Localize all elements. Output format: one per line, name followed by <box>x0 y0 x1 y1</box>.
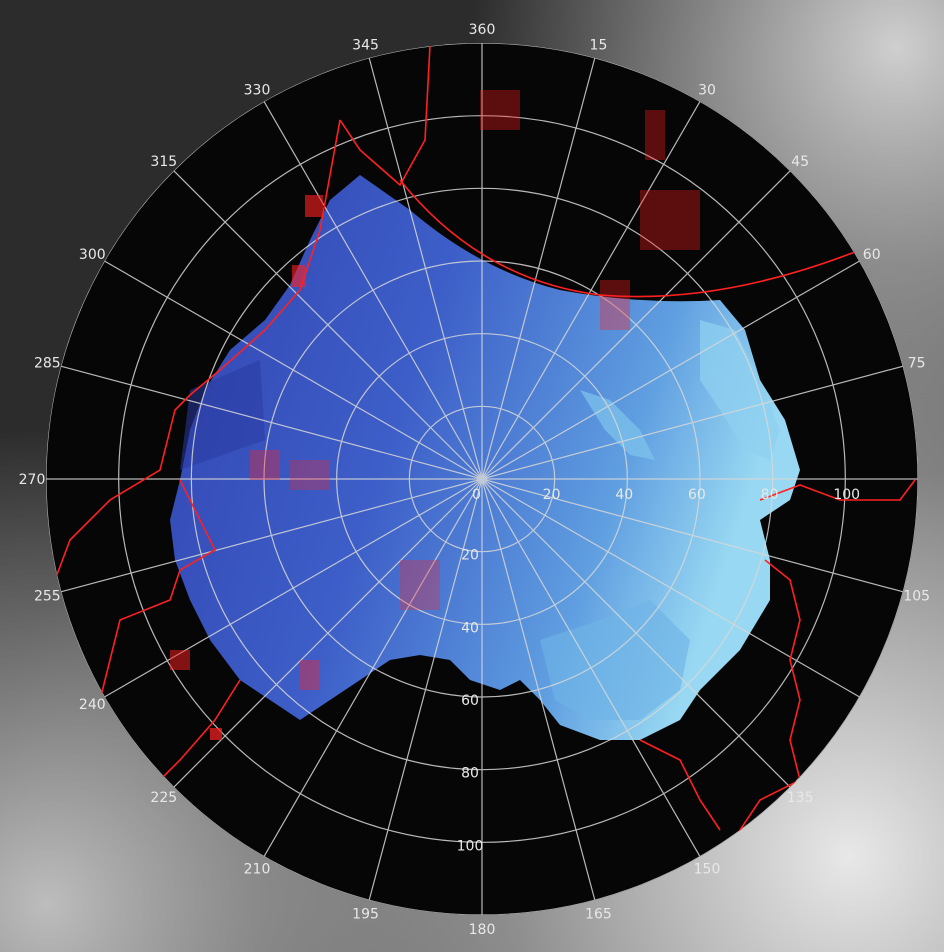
azimuth-spoke <box>481 478 701 857</box>
azimuth-label: 195 <box>352 907 379 923</box>
azimuth-spoke <box>481 170 791 480</box>
radar-echo-area <box>170 175 800 740</box>
azimuth-spoke <box>104 260 483 480</box>
azimuth-spoke <box>481 478 860 698</box>
range-label-south: 40 <box>461 620 479 636</box>
azimuth-spoke <box>368 478 483 901</box>
clutter-mark <box>400 560 440 610</box>
range-label-east: 60 <box>688 487 706 503</box>
azimuth-spoke <box>481 260 860 480</box>
azimuth-spoke <box>481 478 791 788</box>
azimuth-label: 30 <box>698 82 716 98</box>
azimuth-spoke <box>481 365 904 480</box>
range-label-east: 20 <box>543 487 561 503</box>
clutter-mark <box>250 450 280 480</box>
clutter-mark <box>292 265 306 287</box>
azimuth-spoke <box>481 101 701 480</box>
azimuth-label: 15 <box>590 37 608 53</box>
azimuth-spoke <box>60 478 483 593</box>
azimuth-label: 105 <box>903 588 930 604</box>
azimuth-label: 180 <box>469 922 496 938</box>
azimuth-label: 165 <box>585 907 612 923</box>
border-clutter-marks <box>170 90 700 740</box>
azimuth-label: 240 <box>79 697 106 713</box>
azimuth-spoke <box>368 57 483 480</box>
clutter-mark <box>480 90 520 130</box>
azimuth-spoke <box>104 478 483 698</box>
azimuth-label: 210 <box>244 862 271 878</box>
azimuth-spoke <box>481 478 596 901</box>
radar-echo-bright-patch <box>700 320 780 460</box>
border-line-west <box>54 119 341 581</box>
clutter-mark <box>600 280 630 330</box>
azimuth-label: 150 <box>694 862 721 878</box>
azimuth-label: 75 <box>908 356 926 372</box>
border-line-southeast-inner <box>639 739 721 831</box>
range-label-south: 100 <box>457 838 484 854</box>
clutter-mark <box>305 195 323 217</box>
azimuth-label: 360 <box>469 22 496 38</box>
border-line-northeast-arc <box>399 179 861 298</box>
azimuth-spoke <box>173 478 483 788</box>
range-label-south: 80 <box>461 766 479 782</box>
range-label-south: 20 <box>461 548 479 564</box>
azimuth-spoke <box>173 170 483 480</box>
azimuth-spoke <box>263 101 483 480</box>
range-label-east: 40 <box>615 487 633 503</box>
clutter-mark <box>170 650 190 670</box>
range-label-south: 60 <box>461 693 479 709</box>
azimuth-label: 135 <box>787 790 814 806</box>
border-line-southeast <box>719 559 801 871</box>
azimuth-label: 300 <box>79 247 106 263</box>
range-label-east: 0 <box>472 487 481 503</box>
azimuth-label: 285 <box>34 356 61 372</box>
azimuth-label: 345 <box>352 37 379 53</box>
clutter-mark <box>640 190 700 250</box>
azimuth-label: 225 <box>150 790 177 806</box>
clutter-mark <box>645 110 665 160</box>
range-label-east: 100 <box>833 487 860 503</box>
range-label-east: 80 <box>761 487 779 503</box>
polar-grid <box>46 43 918 915</box>
clutter-mark <box>290 460 330 490</box>
azimuth-label: 60 <box>863 247 881 263</box>
azimuth-label: 315 <box>150 154 177 170</box>
radar-echo-dark-west <box>180 360 265 470</box>
clutter-mark <box>300 660 320 690</box>
azimuth-spoke <box>60 365 483 480</box>
polar-labels: 360 15 30 45 60 75 105 135 150 165 180 195 210 225 240… <box>19 22 930 938</box>
azimuth-spoke <box>263 478 483 857</box>
azimuth-spoke <box>481 478 904 593</box>
border-line-north <box>339 44 431 187</box>
azimuth-label: 330 <box>244 82 271 98</box>
border-line-east <box>759 479 916 501</box>
clutter-mark <box>210 728 222 740</box>
radar-echo-bright-south <box>540 600 690 720</box>
azimuth-label: 45 <box>791 154 809 170</box>
azimuth-label: 270 <box>19 472 46 488</box>
azimuth-label: 255 <box>34 588 61 604</box>
azimuth-spoke <box>481 57 596 480</box>
